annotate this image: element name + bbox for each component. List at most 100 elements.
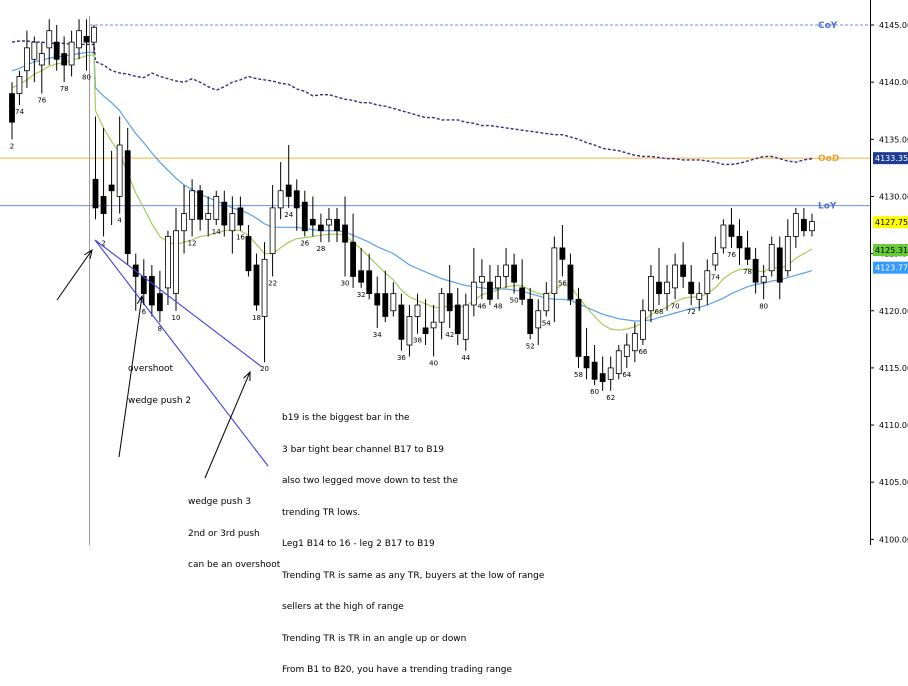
candle-body [712, 253, 719, 266]
candle-body [374, 293, 381, 306]
price-axis[interactable]: 4133.35 4145.00 4140.00 4135.00 4130.00 4125.… [870, 0, 908, 545]
candle-body [454, 304, 461, 335]
candle [156, 270, 163, 323]
candle-body [519, 287, 526, 300]
candle [229, 196, 236, 254]
candle-body [704, 270, 711, 295]
candle-body [462, 304, 469, 340]
candle [487, 265, 493, 306]
candle [293, 179, 300, 231]
candle [173, 207, 179, 311]
candle-body [326, 218, 332, 226]
candle [768, 236, 775, 277]
candle-body [631, 333, 638, 352]
candle-body [607, 367, 614, 380]
commentary-line: Leg1 B14 to 16 - leg 2 B17 to B19 [282, 539, 435, 549]
candle [334, 207, 340, 243]
candle-body [189, 190, 196, 220]
candle-body [511, 264, 518, 283]
commentary-line: From B1 to B20, you have a trending trad… [282, 665, 513, 675]
candle-body [527, 298, 534, 335]
candle-body [543, 293, 550, 312]
candle [76, 19, 82, 60]
candle [406, 305, 413, 357]
candle-body [156, 293, 163, 312]
candle-body [567, 264, 574, 300]
wedge-line-lower [94, 239, 263, 368]
candle-body [350, 241, 357, 277]
candle-body [728, 224, 735, 237]
price-badge-text: 4123.77 [875, 264, 908, 273]
reference-levels: CoY OoD LoY [0, 21, 870, 212]
candle-body [237, 207, 244, 226]
bar-number-label: 12 [188, 239, 197, 247]
candle-body [334, 218, 340, 232]
candle-body [293, 190, 300, 209]
arrow-to-b2-head [84, 248, 93, 259]
candle-body [736, 236, 743, 249]
candle-body [809, 221, 815, 232]
candle [253, 253, 260, 311]
candle [309, 196, 316, 237]
bar-number-label: 58 [574, 371, 583, 379]
candle [197, 185, 204, 231]
candle [245, 225, 252, 277]
candle-body [309, 218, 316, 226]
candle [752, 247, 759, 294]
arrow-to-wedge-push-2-head [136, 294, 145, 305]
candle [511, 253, 518, 294]
candle-body [656, 281, 662, 295]
candle [422, 299, 429, 346]
candle [438, 287, 445, 340]
candle [189, 179, 196, 237]
level-price-badge-text: 4133.35 [875, 154, 908, 163]
candle-body [181, 213, 187, 232]
candle-body [382, 293, 389, 317]
ema-green-line [11, 53, 813, 331]
candle [446, 265, 453, 328]
candle-body [623, 344, 630, 357]
bar-number-label: 78 [60, 85, 69, 93]
candle-body [430, 321, 437, 329]
candle-body [124, 150, 131, 254]
bar-labels: 2747678802468101214161820222426283032343… [10, 74, 768, 402]
wedge-note-line: can be an overshoot [188, 560, 281, 570]
dashed-reference-line [11, 40, 813, 166]
candle [640, 299, 646, 346]
candle-body [269, 207, 276, 255]
candle-body [414, 304, 421, 317]
candle [124, 127, 131, 266]
level-price-badge [873, 152, 908, 165]
axis-tick-label: 4110.00 [879, 421, 908, 430]
bar-number-label: 76 [727, 251, 736, 259]
candle-body [720, 224, 727, 249]
candle-body [583, 356, 590, 369]
candle [213, 190, 220, 226]
candle-body [245, 236, 252, 272]
candle [350, 213, 357, 288]
candle-body [16, 76, 23, 94]
candle [108, 150, 115, 226]
bar-number-label: 66 [638, 348, 647, 356]
candle [374, 276, 381, 328]
candle [688, 265, 695, 306]
axis-tick-label: 4120.00 [879, 307, 908, 316]
bar-number-label: 76 [37, 97, 46, 105]
candle [664, 265, 670, 311]
candle-body [495, 276, 501, 289]
candle-body [165, 236, 171, 289]
bar-number-label: 26 [300, 239, 309, 247]
bar-number-label: 60 [590, 388, 599, 396]
bar-number-label: 38 [413, 337, 422, 345]
candle-body [83, 36, 90, 43]
bar-number-label: 2 [101, 239, 105, 247]
candle [100, 127, 107, 237]
candle-body [301, 201, 308, 232]
candle-body [792, 213, 799, 237]
axis-tick-label: 4145.00 [879, 21, 908, 30]
candle-body [53, 41, 60, 60]
axis-tick-label: 4105.00 [879, 478, 908, 487]
candle-body [91, 26, 97, 43]
bar-number-label: 80 [759, 302, 768, 310]
